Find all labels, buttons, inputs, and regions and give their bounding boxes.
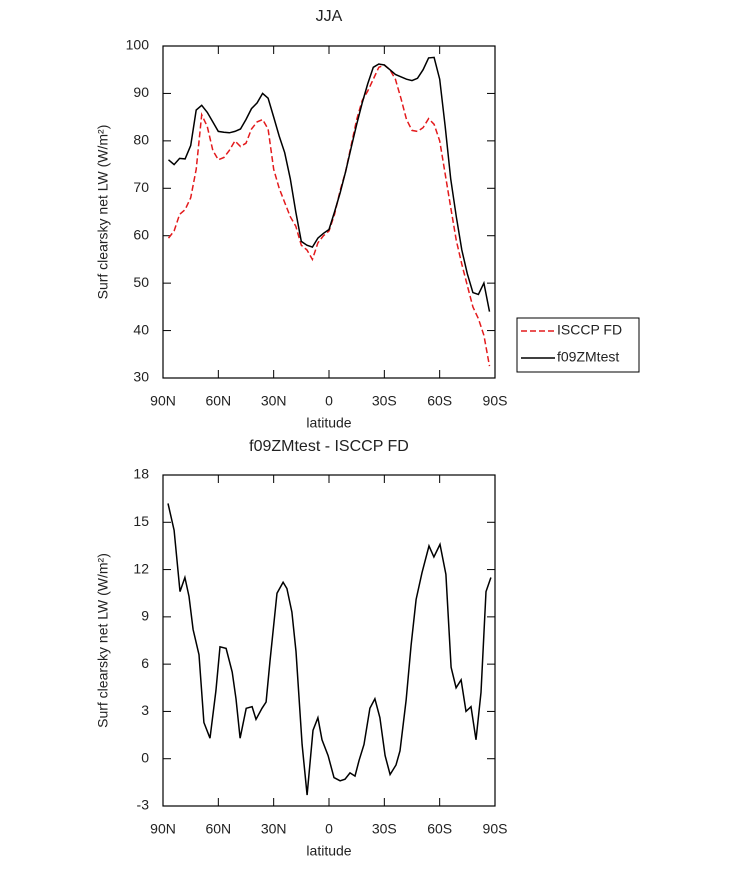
y-tick-label: 100 xyxy=(126,37,150,53)
x-axis-label: latitude xyxy=(306,415,351,431)
y-tick-label: 3 xyxy=(141,702,149,718)
y-tick-label: 80 xyxy=(133,132,149,148)
x-tick-label: 90S xyxy=(483,821,508,837)
x-tick-label: 0 xyxy=(325,821,333,837)
x-tick-label: 0 xyxy=(325,393,333,409)
data-line xyxy=(168,56,491,312)
legend-label: f09ZMtest xyxy=(557,349,619,365)
x-tick-label: 30S xyxy=(372,393,397,409)
chart-title: JJA xyxy=(316,8,343,25)
y-tick-label: 50 xyxy=(133,274,149,290)
x-tick-label: 30S xyxy=(372,821,397,837)
x-tick-label: 90N xyxy=(150,393,176,409)
x-tick-label: 60S xyxy=(427,821,452,837)
y-tick-label: 60 xyxy=(133,226,149,242)
legend-label: ISCCP FD xyxy=(557,322,622,338)
y-axis-label: Surf clearsky net LW (W/m²) xyxy=(95,553,111,728)
y-tick-label: 9 xyxy=(141,608,149,624)
plot-frame xyxy=(162,45,496,379)
y-tick-label: 0 xyxy=(141,749,149,765)
x-axis-label: latitude xyxy=(306,843,351,859)
x-tick-label: 60S xyxy=(427,393,452,409)
data-line xyxy=(167,503,492,796)
legend-box xyxy=(516,317,640,373)
chart-title: f09ZMtest - ISCCP FD xyxy=(249,438,409,455)
y-tick-label: 40 xyxy=(133,321,149,337)
y-axis-label: Surf clearsky net LW (W/m²) xyxy=(95,125,111,300)
x-tick-label: 90N xyxy=(150,821,176,837)
y-tick-label: 6 xyxy=(141,655,149,671)
x-tick-label: 30N xyxy=(261,393,287,409)
data-line xyxy=(167,64,491,367)
x-tick-label: 60N xyxy=(205,821,231,837)
x-tick-label: 30N xyxy=(261,821,287,837)
y-tick-label: 18 xyxy=(133,466,149,482)
x-tick-label: 90S xyxy=(483,393,508,409)
y-tick-label: 30 xyxy=(133,369,149,385)
y-tick-label: 90 xyxy=(133,84,149,100)
y-tick-label: -3 xyxy=(137,797,150,813)
y-tick-label: 12 xyxy=(133,560,149,576)
y-tick-label: 15 xyxy=(133,513,149,529)
x-tick-label: 60N xyxy=(205,393,231,409)
y-tick-label: 70 xyxy=(133,179,149,195)
